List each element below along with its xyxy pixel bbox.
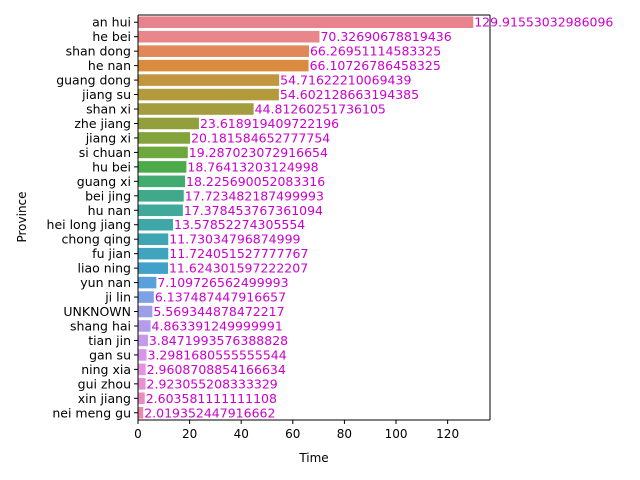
- bar-liao-ning: [138, 262, 168, 274]
- value-label: 2.923055208333329: [147, 376, 278, 391]
- y-tick-label: zhe jiang: [74, 116, 131, 131]
- bar-jiang-xi: [138, 132, 191, 144]
- y-axis-label: Province: [15, 191, 29, 242]
- y-tick-label: liao ning: [78, 261, 131, 276]
- value-label: 4.863391249999991: [152, 318, 283, 333]
- y-tick-label: he nan: [88, 58, 131, 73]
- value-label: 2.019352447916662: [144, 405, 275, 420]
- value-label: 3.8471993576388828: [149, 333, 288, 348]
- x-ticks-layer: 0 20 40 60 80 100 120: [134, 420, 459, 441]
- x-tick-label: 100: [385, 427, 408, 441]
- y-tick-label: ji lin: [104, 290, 131, 305]
- value-label: 11.624301597222207: [169, 261, 308, 276]
- value-label: 17.378453767361094: [184, 203, 323, 218]
- value-label: 11.724051527777767: [169, 246, 308, 261]
- bar-an-hui: [138, 16, 474, 29]
- x-tick-label: 20: [182, 427, 197, 441]
- y-tick-label: shan xi: [86, 102, 131, 117]
- bar-tian-jin: [138, 334, 148, 347]
- y-tick-label: jiang xi: [85, 130, 131, 145]
- bar-yun-nan: [138, 276, 157, 289]
- bar-gui-zhou: [138, 378, 146, 390]
- bar-shan-dong: [138, 45, 309, 57]
- y-tick-label: guang xi: [77, 174, 131, 189]
- x-tick-label: 60: [285, 427, 300, 441]
- y-tick-label: chong qing: [61, 232, 131, 247]
- bar-guang-dong: [138, 74, 280, 86]
- y-tick-label: gui zhou: [78, 376, 131, 391]
- bar-hu-bei: [138, 161, 187, 173]
- value-label: 2.603581111111108: [146, 391, 277, 406]
- value-label: 18.76413203124998: [187, 159, 318, 174]
- bar-gan-su: [138, 349, 147, 361]
- value-label: 54.602128663194385: [280, 87, 419, 102]
- y-tick-label: ning xia: [81, 362, 131, 377]
- value-label: 11.73034796874999: [169, 232, 300, 247]
- bar-shang-hai: [138, 320, 151, 332]
- value-label: 19.287023072916654: [189, 145, 328, 160]
- bar-ning-xia: [138, 363, 146, 376]
- y-tick-label: hu bei: [92, 159, 131, 174]
- x-tick-label: 40: [234, 427, 249, 441]
- value-label: 3.2981680555555544: [148, 347, 287, 362]
- y-tick-label: jiang su: [81, 87, 131, 102]
- value-label: 5.569344878472217: [153, 304, 284, 319]
- bar-guang-xi: [138, 175, 186, 188]
- value-label: 7.109726562499993: [157, 275, 288, 290]
- y-tick-label: UNKNOWN: [63, 304, 131, 319]
- y-tick-label: yun nan: [80, 275, 131, 290]
- bar-he-bei: [138, 30, 320, 43]
- y-tick-label: nei meng gu: [52, 405, 131, 420]
- bar-jiang-su: [138, 88, 279, 101]
- axes-frame: [137, 14, 491, 421]
- bar-he-nan: [138, 59, 309, 72]
- value-label: 66.10726786458325: [310, 58, 441, 73]
- bar-chong-qing: [138, 233, 169, 245]
- y-tick-label: xin jiang: [78, 391, 131, 406]
- value-label: 18.225690052083316: [186, 174, 325, 189]
- value-label: 70.32690678819436: [320, 29, 451, 44]
- y-tick-label: shang hai: [70, 318, 131, 333]
- x-tick-label: 80: [337, 427, 352, 441]
- value-label: 6.137487447916657: [155, 290, 286, 305]
- y-tick-label: fu jian: [92, 246, 131, 261]
- bar-hu-nan: [138, 204, 183, 217]
- bar-bei-jing: [138, 190, 184, 202]
- y-tick-label: he bei: [92, 29, 131, 44]
- bar-shan-xi: [138, 103, 254, 115]
- value-label: 17.723482187499993: [185, 188, 324, 203]
- value-label: 13.57852274305554: [174, 217, 305, 232]
- y-tick-label: tian jin: [88, 333, 131, 348]
- y-tick-label: hei long jiang: [47, 217, 131, 232]
- x-tick-label: 0: [134, 427, 142, 441]
- y-tick-label: an hui: [92, 15, 131, 30]
- value-label: 20.181584652777754: [191, 130, 330, 145]
- y-tick-label: hu nan: [88, 203, 131, 218]
- bar-ji-lin: [138, 291, 154, 303]
- y-tick-label: bei jing: [85, 188, 131, 203]
- value-label: 23.618919409722196: [200, 116, 339, 131]
- y-tick-label: si chuan: [79, 145, 131, 160]
- y-tick-label: guang dong: [56, 73, 131, 88]
- bar-fu-jian: [138, 247, 169, 260]
- value-label: 66.26951114583325: [310, 44, 441, 59]
- value-label: 44.81260251736105: [255, 102, 386, 117]
- bars-layer: [138, 16, 474, 419]
- value-label: 54.71622210069439: [280, 73, 411, 88]
- y-tick-label: gan su: [89, 347, 131, 362]
- value-labels-layer: 129.91553032986096 70.3269067881943666.26…: [144, 15, 613, 421]
- x-axis-label: Time: [298, 451, 328, 465]
- bar-zhe-jiang: [138, 117, 199, 130]
- bar-hei-long-jiang: [138, 218, 174, 231]
- value-label: 129.91553032986096: [474, 15, 613, 30]
- value-label: 2.9608708854166634: [147, 362, 286, 377]
- x-tick-label: 120: [436, 427, 459, 441]
- bar-si-chuan: [138, 146, 188, 159]
- bar-unknown: [138, 305, 153, 318]
- bar-xin-jiang: [138, 392, 145, 405]
- y-tick-label: shan dong: [66, 44, 131, 59]
- bar-nei-meng-gu: [138, 406, 144, 419]
